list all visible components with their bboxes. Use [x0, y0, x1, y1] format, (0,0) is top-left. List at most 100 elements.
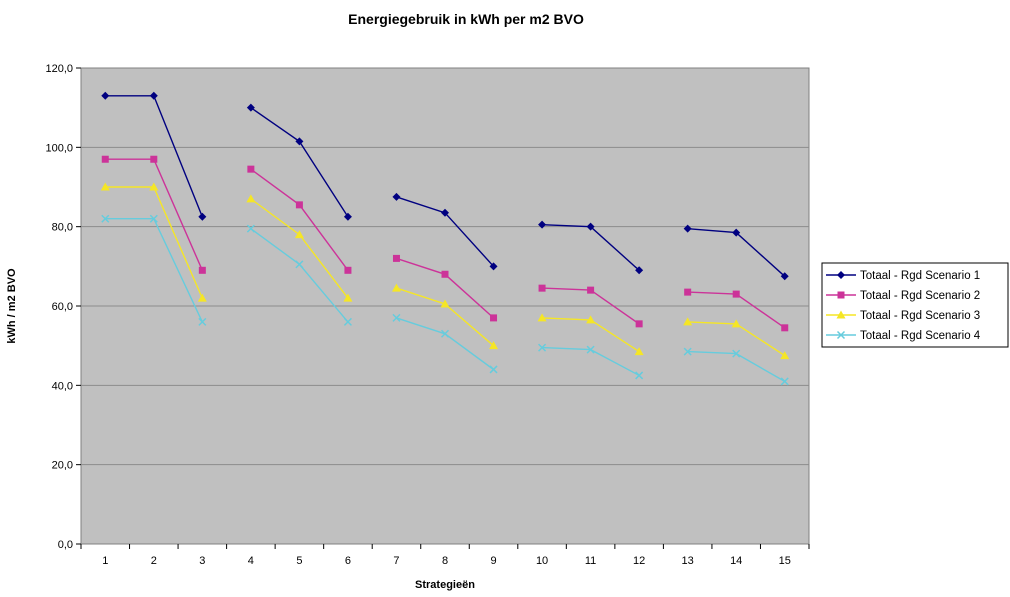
- data-point: [489, 365, 498, 374]
- data-point: [198, 266, 206, 274]
- data-point: [837, 291, 845, 299]
- data-point: [684, 288, 692, 296]
- series-group: [101, 214, 789, 386]
- y-tick-label: 20,0: [52, 460, 73, 472]
- x-axis-ticks: 1 2 3 4 5 6 7 8 9 10 11 12 13 14 15: [80, 544, 810, 567]
- data-point: [586, 315, 596, 324]
- legend-label: Totaal - Rgd Scenario 4: [860, 330, 981, 342]
- series-group: [100, 182, 790, 360]
- y-tick-label: 100,0: [45, 142, 73, 154]
- data-point: [149, 91, 158, 100]
- data-point: [247, 165, 255, 173]
- data-point: [587, 286, 595, 294]
- data-point: [392, 192, 401, 201]
- data-point: [732, 349, 741, 358]
- data-point: [635, 266, 644, 275]
- data-point: [731, 319, 741, 328]
- legend-box: [821, 262, 1009, 348]
- data-point: [392, 313, 401, 322]
- data-point: [441, 208, 449, 217]
- data-point: [780, 377, 789, 386]
- data-point: [683, 224, 692, 233]
- x-tick-label: 6: [345, 555, 351, 567]
- data-point: [489, 341, 499, 350]
- data-point: [538, 343, 547, 352]
- x-tick-label: 2: [151, 555, 157, 567]
- x-tick-label: 9: [490, 555, 496, 567]
- data-point: [392, 254, 400, 262]
- data-point: [198, 212, 207, 221]
- data-point: [586, 222, 595, 231]
- data-point: [490, 314, 498, 322]
- data-point: [489, 262, 498, 271]
- y-tick-label: 80,0: [52, 222, 73, 234]
- data-point: [294, 230, 304, 239]
- x-tick-label: 12: [633, 555, 645, 567]
- data-point: [780, 272, 789, 281]
- data-point: [837, 271, 845, 279]
- data-point: [101, 155, 109, 163]
- x-tick-label: 1: [102, 555, 108, 567]
- data-point: [441, 270, 449, 278]
- data-point: [732, 290, 740, 298]
- data-point: [150, 155, 158, 163]
- data-point: [246, 194, 256, 203]
- data-point: [295, 137, 304, 146]
- legend-label: Totaal - Rgd Scenario 3: [860, 310, 980, 322]
- legend: Totaal - Rgd Scenario 1 Totaal - Rgd Scen…: [821, 262, 1009, 348]
- data-point: [295, 201, 303, 209]
- data-point: [732, 228, 741, 237]
- legend-label: Totaal - Rgd Scenario 1: [860, 270, 980, 282]
- data-point: [780, 351, 790, 360]
- gridlines: [81, 146, 809, 466]
- data-point: [246, 103, 255, 112]
- series-group: [101, 91, 789, 281]
- data-point: [440, 329, 450, 338]
- x-tick-label: 15: [779, 555, 791, 567]
- data-point: [149, 182, 159, 191]
- data-point: [198, 317, 207, 326]
- x-tick-label: 10: [536, 555, 548, 567]
- chart-title: Energiegebruik in kWh per m2 BVO: [348, 11, 584, 27]
- data-point: [246, 224, 255, 233]
- y-tick-label: 60,0: [52, 301, 73, 313]
- x-tick-label: 14: [730, 555, 742, 567]
- y-axis-title: kWh / m2 BVO: [6, 268, 18, 344]
- legend-label: Totaal - Rgd Scenario 2: [860, 290, 980, 302]
- data-point: [537, 313, 547, 322]
- y-tick-label: 40,0: [52, 380, 73, 392]
- x-tick-label: 7: [393, 555, 399, 567]
- data-point: [440, 299, 450, 308]
- data-point: [538, 220, 547, 229]
- data-point: [683, 317, 693, 326]
- x-tick-label: 5: [296, 555, 302, 567]
- data-point: [344, 266, 352, 274]
- data-point: [343, 293, 353, 302]
- data-point: [683, 347, 692, 356]
- data-point: [635, 371, 644, 380]
- series-group: [101, 155, 789, 332]
- data-point: [343, 317, 352, 326]
- data-point: [101, 91, 110, 100]
- data-point: [538, 284, 546, 292]
- data-point: [836, 310, 846, 319]
- data-point: [391, 283, 401, 292]
- data-point: [634, 347, 644, 356]
- x-tick-label: 8: [442, 555, 448, 567]
- data-point: [635, 320, 643, 328]
- data-point: [101, 214, 110, 223]
- data-point: [836, 330, 846, 340]
- y-tick-label: 120,0: [45, 63, 73, 75]
- data-point: [586, 345, 595, 354]
- data-point: [295, 260, 304, 269]
- y-tick-label: 0,0: [58, 539, 73, 551]
- data-point: [781, 324, 789, 332]
- x-tick-label: 11: [585, 555, 596, 567]
- data-point: [100, 182, 110, 191]
- x-tick-label: 4: [248, 555, 254, 567]
- x-tick-label: 13: [682, 555, 694, 567]
- x-tick-label: 3: [199, 555, 205, 567]
- y-axis-ticks: 0,0 20,0 40,0 60,0 80,0 100,0 120,0: [45, 63, 81, 551]
